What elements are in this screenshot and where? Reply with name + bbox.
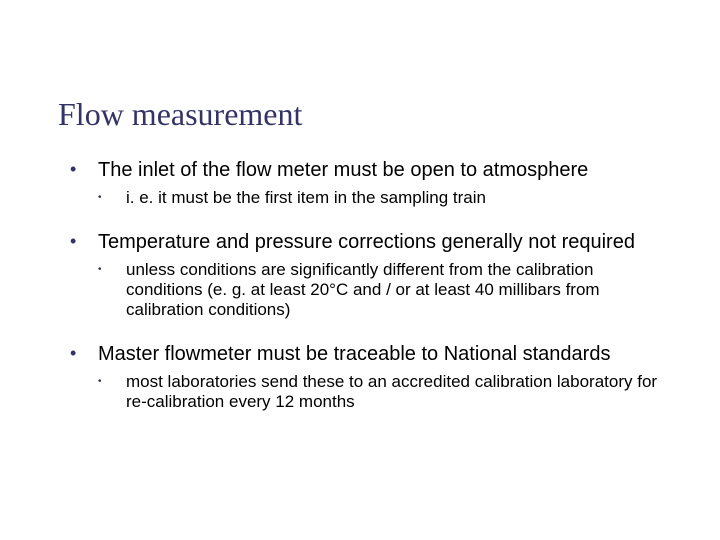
bullet-text: Temperature and pressure corrections gen… [98, 230, 635, 254]
bullet-dot-icon: • [98, 372, 126, 392]
bullet-dot-icon: • [98, 188, 126, 208]
bullet-dot-icon: • [70, 342, 98, 364]
bullet-level1: • Master flowmeter must be traceable to … [70, 342, 670, 366]
bullet-dot-icon: • [70, 158, 98, 180]
bullet-text: most laboratories send these to an accre… [126, 372, 670, 412]
bullet-level1: • Temperature and pressure corrections g… [70, 230, 670, 254]
bullet-text: unless conditions are significantly diff… [126, 260, 670, 320]
bullet-level1: • The inlet of the flow meter must be op… [70, 158, 670, 182]
slide: Flow measurement • The inlet of the flow… [0, 0, 720, 540]
bullet-level2: • most laboratories send these to an acc… [98, 372, 670, 412]
slide-title: Flow measurement [58, 96, 302, 133]
bullet-level2: • i. e. it must be the first item in the… [98, 188, 670, 208]
bullet-text: The inlet of the flow meter must be open… [98, 158, 588, 182]
bullet-dot-icon: • [70, 230, 98, 252]
bullet-text: i. e. it must be the first item in the s… [126, 188, 486, 208]
bullet-level2: • unless conditions are significantly di… [98, 260, 670, 320]
slide-body: • The inlet of the flow meter must be op… [70, 158, 670, 434]
bullet-dot-icon: • [98, 260, 126, 280]
bullet-text: Master flowmeter must be traceable to Na… [98, 342, 610, 366]
